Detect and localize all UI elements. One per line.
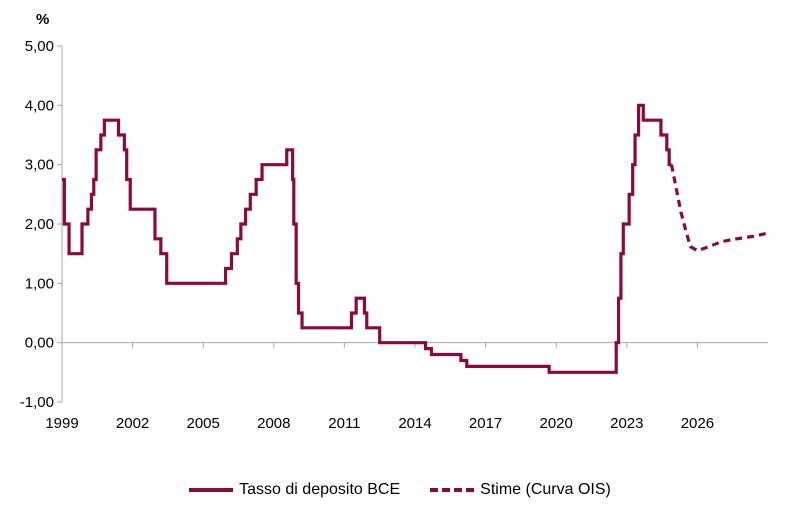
legend-solid-line-swatch bbox=[189, 488, 234, 492]
x-tick-label: 2002 bbox=[116, 415, 149, 432]
y-axis-ticks: -1,00 0,00 1,00 2,00 3,00 4,00 5,00 bbox=[20, 38, 62, 411]
y-tick-label: 4,00 bbox=[25, 97, 54, 114]
y-tick-label: 1,00 bbox=[25, 275, 54, 292]
x-tick-label: 2008 bbox=[257, 415, 290, 432]
ois-estimate-series-line bbox=[669, 164, 767, 253]
legend-dashed-line-swatch bbox=[430, 488, 475, 492]
legend-label-ois-estimates: Stime (Curva OIS) bbox=[480, 481, 611, 498]
x-tick-label: 2023 bbox=[610, 415, 643, 432]
x-tick-label: 2020 bbox=[540, 415, 573, 432]
legend-label-deposit-rate: Tasso di deposito BCE bbox=[239, 481, 401, 498]
y-tick-label: -1,00 bbox=[20, 394, 54, 411]
line-chart: % -1,00 0,00 1,00 2,00 3,00 4,00 5,00 1999 2002… bbox=[20, 11, 768, 432]
x-tick-label: 2017 bbox=[469, 415, 502, 432]
legend: Tasso di deposito BCE Stime (Curva OIS) bbox=[0, 478, 800, 502]
deposit-rate-series-line bbox=[62, 103, 672, 374]
y-tick-label: 2,00 bbox=[25, 216, 54, 233]
x-tick-label: 2014 bbox=[398, 415, 431, 432]
legend-item-ois-estimates: Stime (Curva OIS) bbox=[430, 481, 611, 499]
y-tick-label: 3,00 bbox=[25, 157, 54, 174]
x-tick-label: 1999 bbox=[45, 415, 78, 432]
y-tick-label: 5,00 bbox=[25, 38, 54, 55]
x-axis-ticks: 1999 2002 2005 2008 2011 2014 2017 2020 2023 2026 bbox=[45, 342, 714, 432]
x-tick-label: 2026 bbox=[681, 415, 714, 432]
y-tick-label: 0,00 bbox=[25, 335, 54, 352]
y-axis-unit-label: % bbox=[36, 11, 49, 28]
x-tick-label: 2011 bbox=[328, 415, 360, 432]
x-tick-label: 2005 bbox=[187, 415, 220, 432]
legend-item-deposit-rate: Tasso di deposito BCE bbox=[189, 481, 400, 499]
series-layer bbox=[62, 103, 767, 374]
